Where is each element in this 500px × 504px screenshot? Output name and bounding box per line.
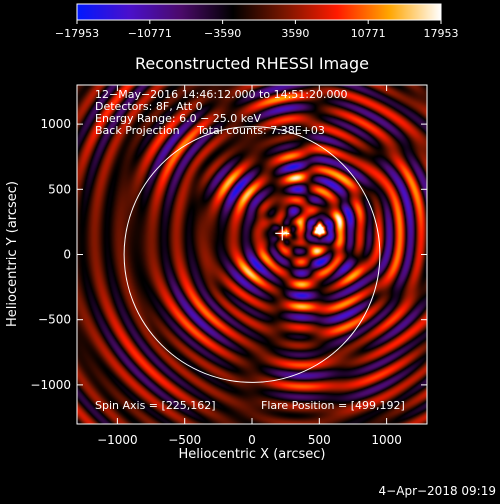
annotation-block: 12−May−2016 14:46:12.000 to 14:51:20.000…: [95, 88, 348, 137]
y-tick-label: 1000: [40, 117, 71, 131]
x-axis-label: Heliocentric X (arcsec): [179, 447, 326, 462]
x-tick-label: 1000: [371, 433, 402, 447]
flare-position-label: Flare Position = [499,192]: [261, 399, 405, 412]
colorbar-tick-label: 10771: [351, 27, 386, 40]
colorbar-tick-label: −3590: [204, 27, 241, 40]
chart-title: Reconstructed RHESSI Image: [135, 54, 369, 73]
y-tick-label: 500: [48, 182, 71, 196]
colorbar: [76, 3, 442, 21]
annotation-method: Back Projection Total counts: 7.38E+03: [95, 124, 325, 137]
x-tick-label: −500: [168, 433, 201, 447]
annotation-time: 12−May−2016 14:46:12.000 to 14:51:20.000: [95, 88, 348, 101]
y-axis-label: Heliocentric Y (arcsec): [5, 181, 20, 327]
x-tick-label: −1000: [97, 433, 138, 447]
y-tick-label: −1000: [30, 378, 71, 392]
colorbar-tick-label: −10771: [128, 27, 172, 40]
solar-limb-circle: [123, 126, 381, 383]
image-area: [77, 85, 427, 424]
annotation-detectors: Detectors: 8F, Att 0: [95, 100, 203, 113]
y-tick-label: 0: [63, 248, 71, 262]
spin-axis-marker: [275, 226, 290, 241]
spin-axis-label: Spin Axis = [225,162]: [95, 399, 216, 412]
colorbar-tick-label: 17953: [424, 27, 459, 40]
y-tick-label: −500: [38, 313, 71, 327]
footer-timestamp: 4−Apr−2018 09:19: [379, 484, 496, 498]
colorbar-tick-label: −17953: [55, 27, 99, 40]
y-axis-ticks: −1000 −500 0 500 1000: [30, 117, 427, 392]
x-tick-label: 500: [308, 433, 331, 447]
x-tick-label: 0: [248, 433, 256, 447]
colorbar-tick-label: 3590: [281, 27, 309, 40]
colorbar-ticks: −17953 −10771 −3590 3590 10771 17953: [55, 20, 459, 40]
heatmap-image: [77, 85, 427, 424]
annotation-energy: Energy Range: 6.0 − 25.0 keV: [95, 112, 262, 125]
x-axis-ticks: −1000 −500 0 500 1000: [97, 85, 402, 447]
